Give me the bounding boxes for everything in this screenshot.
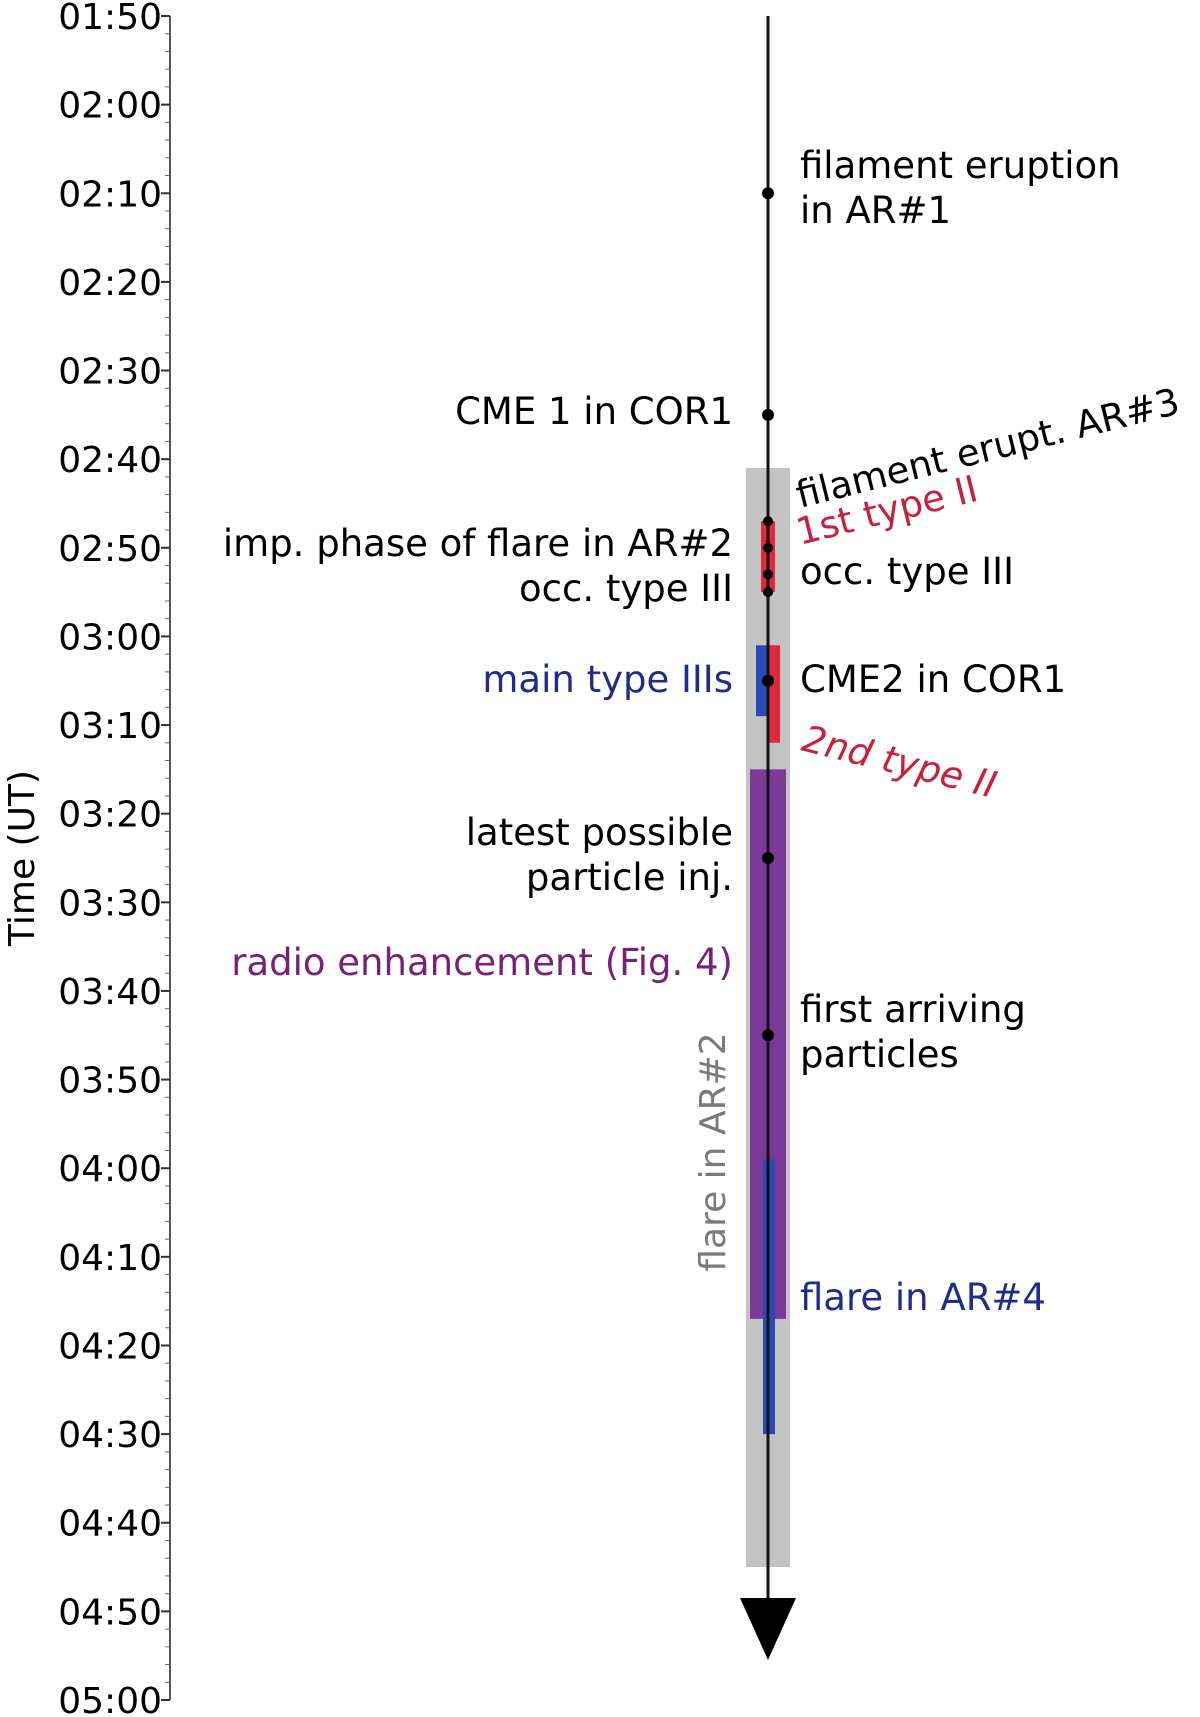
- label-first-arriving: first arriving: [800, 988, 1026, 1031]
- event-dot: [762, 187, 774, 200]
- event-dot: [763, 587, 773, 598]
- tick-label: 04:20: [58, 1326, 162, 1367]
- event-dot: [763, 516, 773, 527]
- tick-label: 04:10: [58, 1238, 162, 1279]
- label-particles: particles: [800, 1033, 959, 1076]
- tick-label: 04:40: [58, 1504, 162, 1545]
- interval-bar-4: [768, 645, 780, 743]
- label-filament-erupt-ar3: filament erupt. AR#3: [792, 380, 1184, 517]
- label-in-ar1: in AR#1: [800, 189, 951, 232]
- time-axis: 01:50 02:00 02:10 02:20 02:30 02:40 02:50 03:00…: [2, 0, 171, 1717]
- arrow-head: [740, 1598, 796, 1660]
- label-flare-ar4: flare in AR#4: [800, 1276, 1046, 1319]
- tick-label: 05:00: [58, 1681, 162, 1717]
- event-dot: [763, 569, 773, 580]
- event-dots: [762, 187, 774, 1042]
- tick-label: 02:40: [58, 440, 162, 481]
- event-dot: [762, 674, 774, 687]
- label-latest-possible: latest possible: [466, 811, 733, 854]
- tick-label: 03:00: [58, 617, 162, 658]
- tick-label: 04:00: [58, 1149, 162, 1190]
- tick-label: 04:30: [58, 1415, 162, 1456]
- tick-label: 04:50: [58, 1592, 162, 1633]
- label-cme1: CME 1 in COR1: [455, 390, 733, 433]
- event-dot: [763, 542, 773, 553]
- tick-label: 03:10: [58, 706, 162, 747]
- event-dot: [762, 852, 774, 864]
- tick-label: 02:10: [58, 174, 162, 215]
- label-occ-type-iii-right: occ. type III: [800, 550, 1014, 593]
- event-dot: [762, 1029, 774, 1042]
- event-dot: [762, 408, 774, 421]
- label-2nd-type-ii: 2nd type II: [798, 717, 1001, 807]
- tick-label: 03:40: [58, 972, 162, 1013]
- tick-label: 03:50: [58, 1061, 162, 1102]
- label-flare-ar2: flare in AR#2: [693, 1032, 734, 1271]
- label-cme2: CME2 in COR1: [800, 658, 1066, 701]
- axis-label: Time (UT): [2, 770, 43, 947]
- label-filament-eruption: filament eruption: [800, 144, 1121, 187]
- tick-label: 02:30: [58, 352, 162, 393]
- label-radio-enhancement: radio enhancement (Fig. 4): [231, 941, 733, 984]
- timeline-line: [740, 16, 796, 1660]
- tick-label: 03:30: [58, 883, 162, 924]
- tick-label: 02:20: [58, 263, 162, 304]
- label-occ-type-iii-left: occ. type III: [519, 567, 733, 610]
- tick-label: 01:50: [58, 0, 162, 38]
- label-particle-inj: particle inj.: [526, 856, 733, 899]
- tick-label: 02:00: [58, 86, 162, 127]
- tick-label: 03:20: [58, 795, 162, 836]
- tick-label: 02:50: [58, 529, 162, 570]
- label-main-type-iiis: main type IIIs: [482, 658, 733, 701]
- label-imp-phase: imp. phase of flare in AR#2: [223, 522, 733, 565]
